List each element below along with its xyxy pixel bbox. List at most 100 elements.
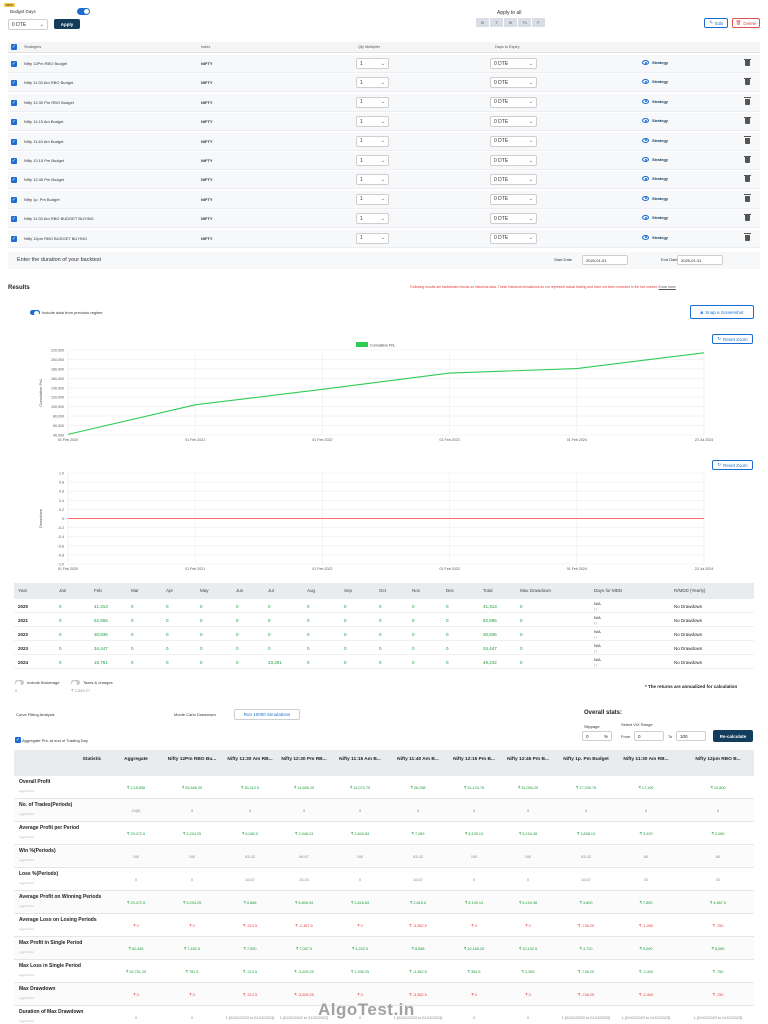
strategy-name: Nifty 1p. Pm Budget	[24, 196, 60, 202]
end-date-input[interactable]: 2025-01-31	[677, 255, 723, 265]
stats-header-row: Statistic Aggregate Nifty 12Pm RBO Bu... Ni…	[14, 750, 754, 776]
qty-multiplier-select[interactable]: 1 ⌄	[356, 96, 389, 108]
strategy-checkbox[interactable]: ✓	[11, 99, 17, 106]
trash-icon[interactable]	[744, 77, 751, 86]
qty-multiplier-select[interactable]: 1 ⌄	[356, 232, 389, 244]
day-button-tue[interactable]: T	[490, 18, 503, 27]
header-index: Index	[201, 45, 211, 49]
brokerage-toggle[interactable]	[15, 680, 24, 686]
x-tick-label: 01 Feb 2022	[312, 438, 332, 442]
start-date-input[interactable]: 2020-01-01	[582, 255, 628, 265]
dte-select[interactable]: 0 DTE ⌄	[490, 155, 537, 166]
qty-multiplier-select[interactable]: 1 ⌄	[356, 155, 389, 166]
stat-value: 1 [01/02/2022 to 01/02/2022]	[279, 1016, 329, 1020]
stat-value: 16.67	[581, 878, 591, 882]
know-more-link[interactable]: Know more	[658, 285, 676, 289]
stat-value: ₹ 4,887.5	[709, 901, 727, 905]
qty-multiplier-select[interactable]: 1 ⌄	[356, 193, 389, 205]
recalculate-button[interactable]: Re-calculate	[713, 730, 753, 742]
view-strategy-link[interactable]: Strategy	[642, 60, 668, 65]
view-strategy-link[interactable]: Strategy	[642, 157, 668, 162]
trash-icon[interactable]	[744, 136, 751, 144]
trash-icon[interactable]	[744, 233, 751, 241]
dte-select[interactable]: 0 DTE ⌄	[490, 58, 537, 69]
view-strategy-link[interactable]: Strategy	[642, 215, 668, 221]
chevron-down-icon: ⌄	[380, 215, 385, 222]
delete-button[interactable]: 🗑 Delete	[732, 18, 760, 28]
edit-button[interactable]: ✎ Edit	[704, 18, 728, 28]
vix-from-input[interactable]: 0	[634, 731, 664, 741]
trash-icon[interactable]	[744, 194, 751, 202]
dte-select[interactable]: 0 DTE ⌄	[490, 193, 537, 205]
view-strategy-link[interactable]: Strategy	[642, 79, 668, 85]
qty-multiplier-select[interactable]: 1 ⌄	[356, 116, 389, 128]
strategy-checkbox[interactable]: ✓	[11, 138, 17, 145]
trash-icon[interactable]	[744, 213, 751, 222]
strategy-checkbox[interactable]: ✓	[11, 177, 17, 184]
trash-icon[interactable]	[744, 97, 751, 105]
month-cell: 0	[131, 632, 134, 637]
strategy-checkbox[interactable]: ✓	[11, 216, 17, 223]
view-strategy-link[interactable]: Strategy	[642, 118, 668, 124]
vix-to-input[interactable]: 100	[676, 731, 706, 741]
run-simulations-button[interactable]: Run 10000 Simulations	[234, 709, 300, 720]
reset-zoom-button-2[interactable]: ↻ Reset Zoom	[712, 460, 753, 470]
view-strategy-link[interactable]: Strategy	[642, 195, 668, 201]
qty-multiplier-value: 1	[360, 157, 363, 164]
qty-multiplier-select[interactable]: 1 ⌄	[356, 77, 389, 89]
strategy-checkbox[interactable]: ✓	[11, 158, 17, 164]
qty-multiplier-select[interactable]: 1 ⌄	[356, 58, 389, 69]
day-button-wed[interactable]: W	[504, 18, 517, 27]
dte-select[interactable]: 0 DTE ⌄	[490, 232, 537, 244]
dte-select[interactable]: 0 DTE ⌄	[490, 96, 537, 108]
x-tick-label: 23 Jul 2024	[695, 438, 714, 442]
strategy-checkbox[interactable]: ✓	[11, 196, 17, 203]
view-strategy-link[interactable]: Strategy	[642, 176, 668, 182]
trash-icon[interactable]	[744, 174, 751, 183]
qty-multiplier-select[interactable]: 1 ⌄	[356, 213, 389, 225]
view-strategy-link[interactable]: Strategy	[642, 234, 668, 240]
dte-select[interactable]: 0 DTE ⌄	[490, 174, 537, 186]
month-cell: 0	[344, 660, 347, 665]
dte-select[interactable]: 0 DTE ⌄	[490, 116, 537, 128]
day-button-thu[interactable]: Th	[518, 18, 531, 27]
strategy-checkbox[interactable]: ✓	[11, 80, 17, 87]
view-strategy-link[interactable]: Strategy	[642, 137, 668, 143]
strategy-checkbox[interactable]: ✓	[11, 119, 17, 126]
strategy-checkbox[interactable]: ✓	[11, 61, 17, 67]
stat-label: Duration of Max Drawdown	[19, 1009, 84, 1015]
trash-icon[interactable]	[744, 116, 751, 125]
chevron-down-icon: ⌄	[528, 138, 533, 145]
select-all-checkbox[interactable]: ✓	[11, 44, 17, 50]
dte-select[interactable]: 0 DTE ⌄	[490, 77, 537, 89]
include-prev-toggle[interactable]	[30, 310, 40, 316]
qty-multiplier-select[interactable]: 1 ⌄	[356, 174, 389, 186]
reset-zoom-label-2: Reset Zoom	[723, 462, 748, 468]
yearly-header-cell: Apr	[166, 588, 174, 593]
budget-days-toggle[interactable]	[77, 8, 90, 15]
view-strategy-link[interactable]: Strategy	[642, 98, 668, 104]
dte-select[interactable]: 0 DTE ⌄	[490, 213, 537, 225]
day-button-mon[interactable]: M	[476, 18, 489, 27]
apply-button[interactable]: Apply	[54, 19, 80, 29]
y-tick-label: 160,000	[51, 377, 64, 381]
slippage-input[interactable]: 0 %	[582, 731, 612, 741]
header-strategies: Strategies	[24, 45, 42, 49]
day-button-fri[interactable]: F	[532, 18, 545, 27]
strategy-checkbox[interactable]: ✓	[11, 235, 17, 242]
taxes-toggle[interactable]	[71, 680, 80, 686]
reset-zoom-button[interactable]: ↻ Reset Zoom	[712, 334, 753, 344]
qty-multiplier-select[interactable]: 1 ⌄	[356, 135, 389, 147]
snapshot-button[interactable]: ◙ Snap a Screenshot	[690, 305, 754, 319]
y-tick-label: 120,000	[51, 396, 64, 400]
strategy-index: NIFTY	[201, 235, 213, 241]
trash-icon[interactable]	[744, 58, 751, 66]
dte-select[interactable]: 0 DTE ⌄	[8, 19, 48, 30]
curve-fitting-link[interactable]: Curve Fitting Analysis	[16, 712, 55, 717]
aggregate-checkbox[interactable]: ✓	[15, 737, 21, 743]
month-cell: 0	[446, 632, 449, 637]
trash-icon[interactable]	[744, 155, 751, 163]
y-tick-label: 0.2	[59, 508, 64, 512]
dte-select[interactable]: 0 DTE ⌄	[490, 135, 537, 147]
y-axis-label: Drawdown	[38, 509, 43, 528]
